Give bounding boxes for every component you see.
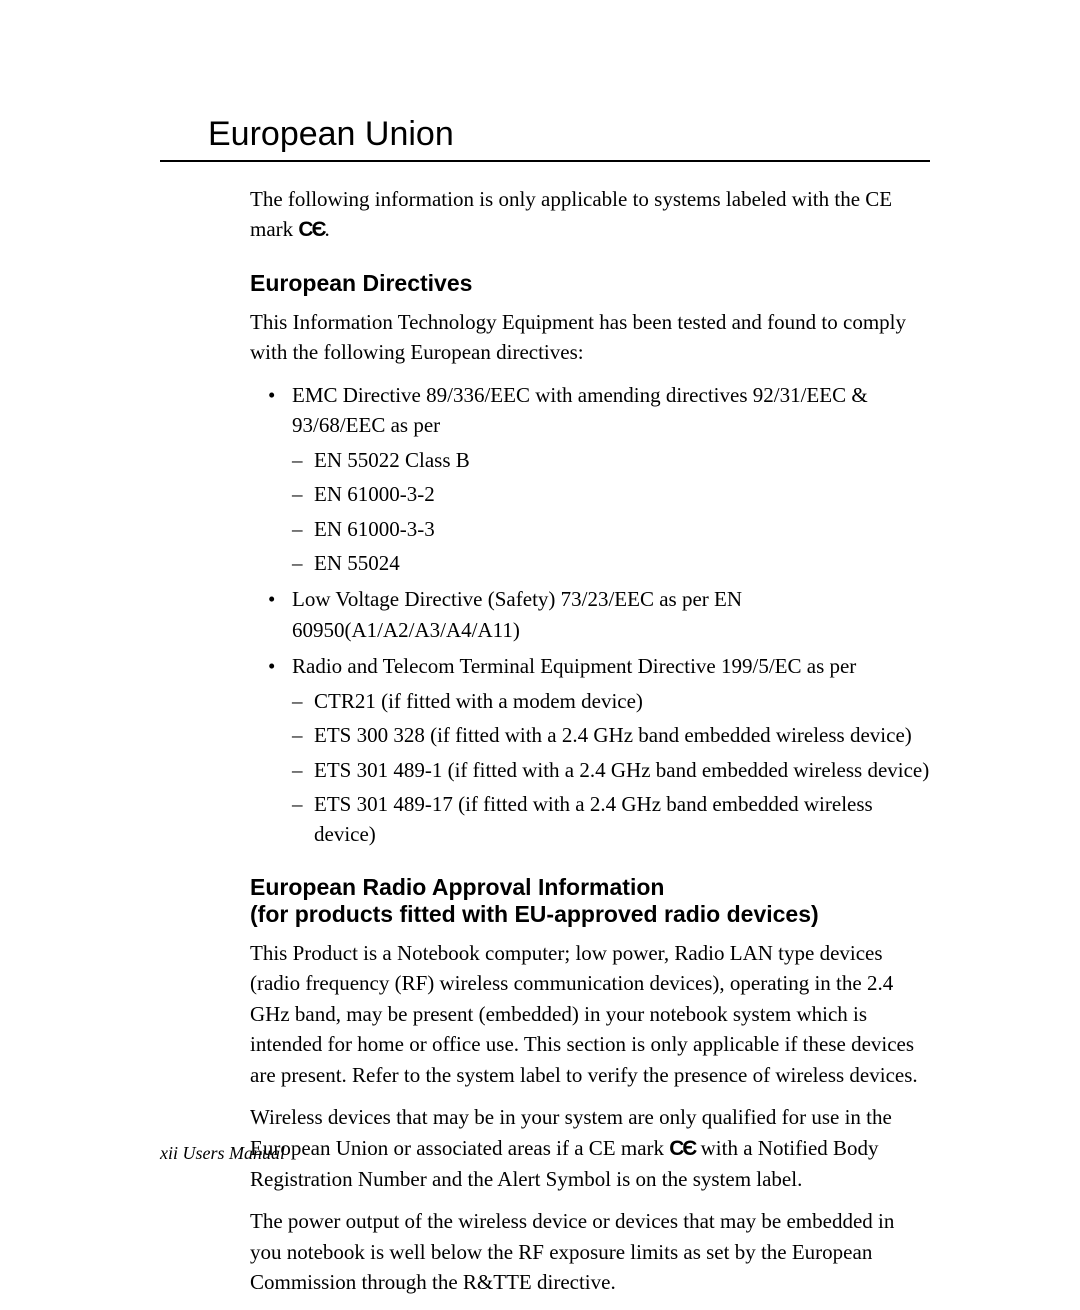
dash-item: ETS 300 328 (if fitted with a 2.4 GHz ba… (292, 720, 930, 750)
dash-item: EN 61000-3-3 (292, 514, 930, 544)
intro-suffix: . (325, 217, 330, 241)
bullet-lvd-text: Low Voltage Directive (Safety) 73/23/EEC… (292, 587, 742, 641)
heading-radio-line2: (for products fitted with EU-approved ra… (250, 901, 819, 927)
radio-para1: This Product is a Notebook computer; low… (250, 938, 930, 1090)
page-title: European Union (160, 115, 930, 154)
heading-european-directives: European Directives (250, 270, 930, 297)
radio-para2: Wireless devices that may be in your sys… (250, 1102, 930, 1194)
bullet-rtte: Radio and Telecom Terminal Equipment Dir… (250, 651, 930, 850)
rtte-sublist: CTR21 (if fitted with a modem device) ET… (292, 686, 930, 850)
ce-mark-icon: CЄ (669, 1137, 695, 1160)
heading-radio-line1: European Radio Approval Information (250, 874, 664, 900)
directives-list: EMC Directive 89/336/EEC with amending d… (250, 380, 930, 850)
emc-sublist: EN 55022 Class B EN 61000-3-2 EN 61000-3… (292, 445, 930, 579)
ce-mark-icon: CЄ (298, 218, 324, 241)
title-rule (160, 160, 930, 162)
bullet-emc-text: EMC Directive 89/336/EEC with amending d… (292, 383, 868, 437)
radio-para3: The power output of the wireless device … (250, 1206, 930, 1297)
directives-intro: This Information Technology Equipment ha… (250, 307, 930, 368)
dash-item: ETS 301 489-17 (if fitted with a 2.4 GHz… (292, 789, 930, 850)
intro-paragraph: The following information is only applic… (250, 184, 930, 246)
dash-item: EN 61000-3-2 (292, 479, 930, 509)
dash-item: EN 55024 (292, 548, 930, 578)
page-footer: xii Users Manual (160, 1143, 285, 1164)
dash-item: EN 55022 Class B (292, 445, 930, 475)
bullet-rtte-text: Radio and Telecom Terminal Equipment Dir… (292, 654, 856, 678)
bullet-lvd: Low Voltage Directive (Safety) 73/23/EEC… (250, 584, 930, 645)
heading-radio-approval: European Radio Approval Information (for… (250, 874, 930, 928)
dash-item: CTR21 (if fitted with a modem device) (292, 686, 930, 716)
bullet-emc: EMC Directive 89/336/EEC with amending d… (250, 380, 930, 579)
intro-prefix: The following information is only applic… (250, 187, 892, 241)
dash-item: ETS 301 489-1 (if fitted with a 2.4 GHz … (292, 755, 930, 785)
